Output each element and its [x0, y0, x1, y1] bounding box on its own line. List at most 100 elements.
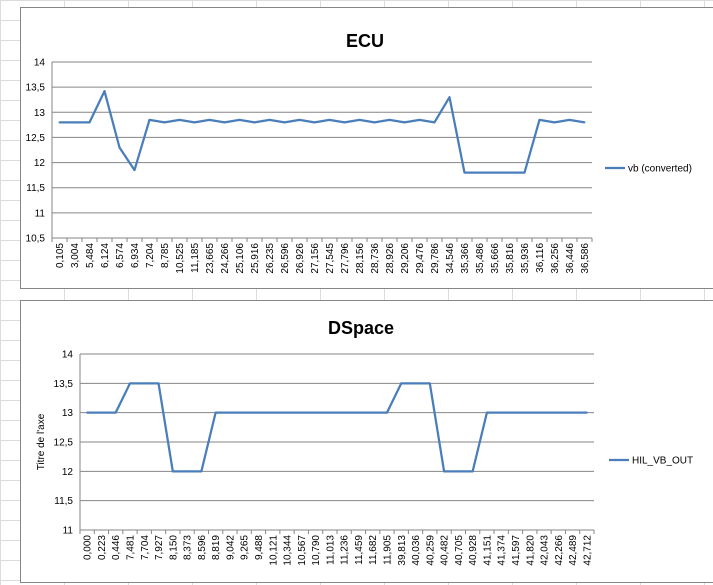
data-point: [157, 382, 160, 385]
x-tick-label: 40,482: [440, 535, 451, 566]
data-point: [414, 382, 417, 385]
data-point: [583, 121, 586, 124]
y-tick-label: 11: [63, 526, 74, 537]
x-tick-label: 11,013: [325, 535, 336, 565]
data-point: [163, 121, 166, 124]
y-tick-label: 13,5: [54, 379, 74, 390]
y-tick-label: 14: [34, 58, 46, 69]
x-tick-label: 35,936: [520, 243, 531, 274]
y-tick-label: 13: [34, 108, 46, 119]
x-tick-label: 28,156: [355, 243, 366, 274]
x-tick-label: 10,567: [297, 535, 308, 566]
x-tick-label: 29,786: [430, 243, 441, 274]
x-tick-label: 10,790: [311, 535, 322, 566]
data-point: [100, 411, 103, 414]
ecu-chart-plot: ECU 10,5 11 11,5 12 12,5 13 13,5 14 0,105 3,004 5,4…: [26, 31, 692, 274]
x-tick-label: 7,927: [154, 535, 165, 560]
x-tick-label: 28,926: [385, 243, 396, 274]
data-point: [178, 118, 181, 121]
dspace-chart[interactable]: DSpace 11 11,5 12 12,5 13 13,5 14 0,000 0,223 0,44…: [20, 300, 713, 583]
x-tick-label: 0,105: [55, 243, 66, 268]
x-tick-label: 25,106: [235, 243, 246, 274]
chart-title: DSpace: [328, 318, 394, 338]
data-point: [243, 411, 246, 414]
y-tick-label: 12: [62, 467, 74, 478]
data-point: [253, 121, 256, 124]
x-tick-label: 8,819: [211, 535, 222, 560]
data-point: [103, 90, 106, 93]
y-tick-label: 14: [62, 350, 74, 361]
data-point: [553, 121, 556, 124]
data-point: [58, 121, 61, 124]
chart-title: ECU: [346, 31, 384, 51]
data-point: [300, 411, 303, 414]
data-point: [585, 411, 588, 414]
x-tick-label: 35,816: [505, 243, 516, 274]
data-point: [286, 411, 289, 414]
x-tick-label: 8,785: [160, 243, 171, 268]
x-tick-label: 40,928: [468, 535, 479, 566]
data-point: [463, 171, 466, 174]
data-point: [133, 169, 136, 172]
series-line: [59, 90, 585, 174]
data-point: [200, 470, 203, 473]
x-tick-label: 6,574: [115, 243, 126, 268]
x-tick-label: 42,712: [582, 535, 593, 566]
data-point: [214, 411, 217, 414]
x-tick-label: 0,446: [111, 535, 122, 560]
data-point: [128, 382, 131, 385]
data-point: [328, 118, 331, 121]
legend-label: vb (converted): [628, 164, 692, 175]
data-point: [443, 470, 446, 473]
x-tick-label: 11,682: [368, 535, 379, 565]
data-point: [88, 121, 91, 124]
y-tick-label: 12,5: [54, 438, 74, 449]
series-line: [87, 382, 587, 473]
data-point: [343, 121, 346, 124]
x-tick-label: 41,820: [525, 535, 536, 566]
x-tick-label: 42,266: [554, 535, 565, 566]
ecu-chart[interactable]: ECU 10,5 11 11,5 12 12,5 13 13,5 14 0,105 3,004 5,4…: [20, 7, 713, 289]
x-tick-label: 40,259: [425, 535, 436, 566]
x-tick-label: 36,256: [550, 243, 561, 274]
x-tick-label: 26,926: [295, 243, 306, 274]
data-point: [433, 121, 436, 124]
data-point: [283, 121, 286, 124]
y-tick-label: 12,5: [26, 133, 46, 144]
data-point: [538, 118, 541, 121]
legend-label: HIL_VB_OUT: [632, 456, 693, 467]
x-tick-label: 9,042: [225, 535, 236, 560]
data-point: [118, 146, 121, 149]
x-tick-label: 11,459: [354, 535, 365, 565]
x-tick-label: 8,596: [197, 535, 208, 560]
x-tick-label: 7,204: [145, 243, 156, 268]
data-point: [358, 118, 361, 121]
x-tick-label: 25,916: [250, 243, 261, 274]
data-point: [357, 411, 360, 414]
x-tick-label: 26,235: [265, 243, 276, 274]
x-tick-label: 0,223: [97, 535, 108, 560]
x-tick-label: 11,236: [340, 535, 351, 565]
data-point: [500, 411, 503, 414]
y-tick-label: 12: [34, 158, 46, 169]
x-tick-label: 9,488: [254, 535, 265, 560]
data-point: [171, 470, 174, 473]
data-point: [328, 411, 331, 414]
data-point: [528, 411, 531, 414]
x-tick-label: 41,597: [511, 535, 522, 566]
x-tick-label: 11,905: [382, 535, 393, 565]
data-point: [148, 118, 151, 121]
data-point: [471, 470, 474, 473]
data-point: [271, 411, 274, 414]
x-tick-label: 11,185: [190, 243, 201, 273]
x-tick-label: 35,366: [460, 243, 471, 274]
y-axis-title: Titre de l'axe: [36, 413, 47, 470]
data-point: [143, 382, 146, 385]
data-point: [343, 411, 346, 414]
x-tick-label: 10,525: [175, 243, 186, 274]
x-tick-label: 10,344: [283, 535, 294, 566]
data-point: [457, 470, 460, 473]
x-tick-label: 27,796: [340, 243, 351, 274]
x-tick-label: 40,705: [454, 535, 465, 566]
x-tick-label: 36,446: [565, 243, 576, 274]
